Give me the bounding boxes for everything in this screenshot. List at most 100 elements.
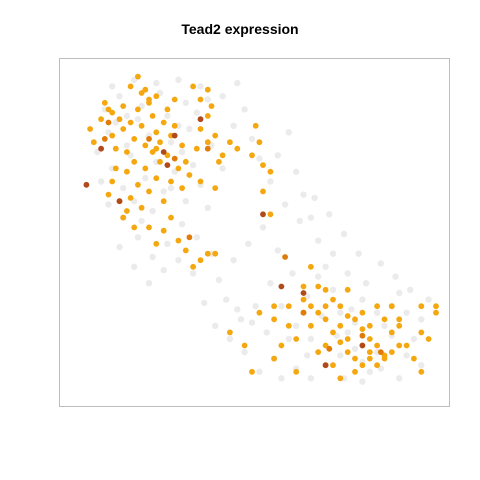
point-background-105 [160, 266, 167, 274]
point-background-74 [274, 247, 281, 254]
point-background-22 [186, 125, 193, 133]
point-low-143 [315, 309, 322, 316]
point-mid-5 [186, 234, 193, 241]
point-low-115 [271, 355, 277, 362]
point-low-91 [330, 296, 336, 303]
point-low-145 [337, 339, 344, 346]
points-layer [83, 73, 439, 385]
point-low-96 [359, 326, 366, 332]
point-low-23 [146, 188, 152, 195]
point-low-52 [168, 214, 174, 221]
point-background-37 [274, 152, 281, 159]
point-low-54 [182, 247, 189, 254]
point-background-134 [396, 375, 403, 382]
point-low-133 [381, 355, 388, 362]
point-low-126 [418, 329, 425, 336]
point-low-27 [153, 175, 160, 182]
point-background-3 [116, 93, 123, 100]
point-background-108 [109, 83, 116, 90]
point-low-103 [388, 329, 395, 336]
point-low-81 [197, 126, 204, 132]
point-background-107 [189, 270, 197, 277]
point-low-58 [212, 250, 219, 257]
point-background-136 [278, 375, 285, 382]
point-background-54 [403, 309, 410, 316]
point-background-121 [293, 322, 300, 329]
point-low-61 [135, 73, 141, 80]
point-low-120 [330, 329, 336, 336]
point-background-123 [263, 329, 270, 336]
point-low-128 [396, 322, 403, 329]
point-background-49 [366, 368, 373, 375]
point-low-50 [153, 240, 160, 247]
point-low-141 [300, 296, 307, 303]
point-low-86 [216, 158, 222, 165]
point-low-111 [293, 336, 300, 342]
point-low-101 [374, 303, 380, 310]
point-background-132 [403, 352, 410, 359]
point-background-47 [351, 345, 359, 352]
point-low-106 [344, 349, 351, 355]
point-low-7 [112, 145, 119, 152]
point-low-125 [388, 349, 395, 355]
point-background-21 [178, 148, 186, 156]
point-low-56 [197, 257, 204, 264]
point-low-47 [131, 224, 138, 231]
point-background-104 [145, 280, 153, 287]
point-low-150 [396, 316, 403, 323]
point-low-134 [322, 316, 329, 323]
point-low-92 [337, 303, 344, 310]
point-low-93 [337, 322, 344, 329]
point-low-44 [120, 214, 127, 221]
point-low-127 [433, 309, 439, 316]
point-background-87 [311, 194, 318, 202]
point-background-25 [204, 204, 211, 211]
point-low-89 [315, 283, 322, 290]
point-background-36 [267, 178, 274, 185]
point-low-155 [204, 139, 211, 146]
point-background-51 [381, 322, 388, 329]
point-low-15 [131, 136, 138, 142]
point-high-3 [171, 132, 178, 139]
point-low-154 [197, 178, 204, 185]
point-background-114 [234, 79, 241, 87]
point-low-70 [212, 132, 219, 139]
point-background-28 [182, 99, 189, 107]
point-background-26 [97, 178, 105, 185]
point-low-12 [124, 149, 130, 155]
point-low-42 [109, 178, 116, 185]
point-background-32 [230, 122, 237, 129]
point-low-82 [153, 145, 160, 152]
point-low-14 [127, 119, 134, 126]
point-mid-3 [204, 145, 211, 152]
point-low-98 [366, 336, 373, 342]
point-mid-0 [101, 136, 108, 142]
point-background-56 [418, 316, 425, 323]
point-high-11 [359, 342, 366, 349]
point-background-59 [359, 378, 366, 385]
point-low-140 [285, 303, 292, 310]
point-background-137 [307, 375, 315, 382]
point-background-128 [344, 270, 351, 277]
point-low-24 [149, 113, 156, 119]
point-high-5 [160, 149, 167, 155]
point-background-18 [149, 207, 156, 215]
point-low-129 [403, 342, 410, 349]
point-background-96 [178, 221, 186, 228]
point-background-110 [153, 79, 160, 87]
point-background-103 [131, 263, 138, 270]
point-mid-1 [105, 119, 112, 126]
point-background-120 [278, 303, 285, 310]
point-mid-8 [377, 349, 384, 355]
point-background-71 [230, 257, 237, 264]
point-background-129 [359, 296, 366, 303]
point-low-37 [179, 142, 186, 149]
point-low-36 [175, 165, 182, 172]
point-low-139 [271, 303, 277, 310]
point-low-53 [175, 237, 182, 244]
point-background-99 [134, 234, 142, 241]
point-low-31 [160, 198, 167, 205]
point-background-90 [267, 280, 274, 287]
point-low-57 [204, 250, 211, 257]
